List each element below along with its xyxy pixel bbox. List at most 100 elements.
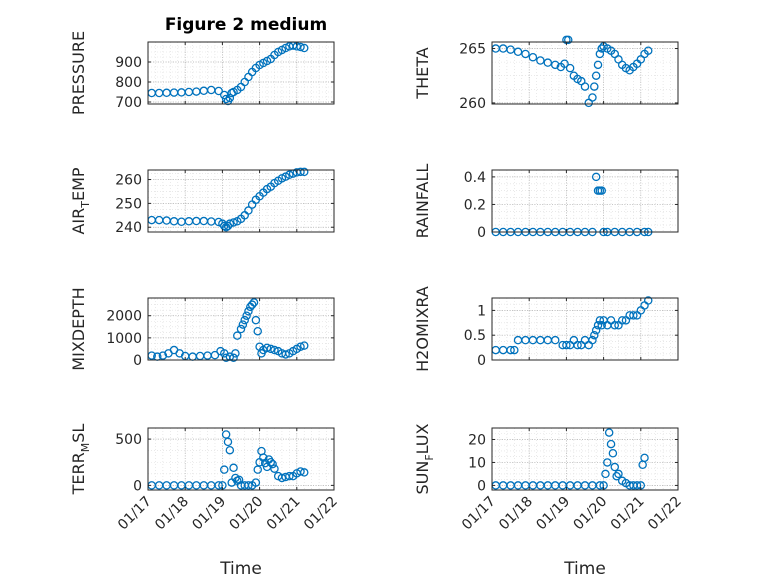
pressure-point — [221, 94, 231, 104]
mixdepth-ylabel: MIXDEPTH — [69, 287, 88, 370]
pressure-plot-area — [148, 42, 334, 104]
rainfall-axes: 0 0.2 0.4 RAINFALL — [413, 164, 679, 241]
mixdepth-ylabel-main: MIXDEPTH — [69, 287, 88, 370]
sun_flux-ylabel-tail: LUX — [413, 423, 432, 454]
mixdepth-point — [231, 349, 240, 358]
terr_msl-xtick-label: 01/17 — [115, 494, 155, 534]
theta-point — [550, 60, 560, 70]
air_temp-ytick-label: 260 — [115, 173, 142, 189]
air_temp-point — [244, 206, 253, 215]
pressure-ytick-label: 700 — [115, 95, 142, 111]
terr_msl-point — [214, 481, 223, 490]
mixdepth-ytick-label: 0 — [133, 353, 142, 369]
air_temp-point — [225, 219, 235, 228]
terr_msl-point — [259, 453, 268, 462]
sun_flux-point — [603, 458, 612, 467]
theta-point — [565, 63, 575, 73]
sun_flux-point — [601, 469, 610, 479]
mixdepth-axes-box — [147, 297, 335, 361]
mixdepth-point — [229, 353, 238, 363]
terr_msl-point — [266, 457, 276, 467]
sun_flux-xtick-label: 01/17 — [459, 494, 499, 534]
sun_flux-point — [608, 449, 618, 458]
terr_msl-ylabel-main: TERR — [69, 452, 88, 495]
theta-point — [643, 46, 653, 55]
terr_msl-point — [285, 471, 294, 481]
theta-ylabel: THETA — [413, 47, 432, 99]
terr_msl-point — [220, 465, 229, 474]
theta-point — [595, 49, 605, 59]
air_temp-axes: 240 250 260 AIRTEMP — [69, 167, 335, 236]
theta-point — [564, 35, 573, 45]
h2omixra-point — [550, 335, 560, 345]
rainfall-ytick-label: 0 — [477, 225, 486, 241]
terr_msl-axes-box — [147, 427, 335, 491]
terr_msl-xtick-label: 01/21 — [264, 494, 304, 534]
pressure-ylabel-main: PRESSURE — [69, 31, 88, 115]
mixdepth-plot-area — [148, 298, 334, 360]
sun_flux-ylabel-main: SUN — [413, 461, 432, 495]
h2omixra-ytick-label: 0 — [477, 353, 486, 369]
pressure-ylabel: PRESSURE — [69, 31, 88, 115]
h2omixra-point — [610, 321, 620, 330]
theta-point — [593, 60, 603, 70]
mixdepth-point — [270, 345, 279, 355]
theta-ytick-label: 260 — [459, 96, 486, 112]
terr_msl-ylabel: TERRMSL — [69, 424, 92, 496]
terr_msl-point — [270, 464, 279, 473]
theta-point — [597, 44, 606, 53]
h2omixra-axes: 0 0.5 1 H2OMIXRA — [413, 286, 679, 372]
h2omixra-ytick-label: 1 — [477, 303, 486, 319]
theta-point — [528, 52, 538, 62]
sun_flux-ytick-label: 10 — [468, 455, 486, 471]
mixdepth-point — [251, 315, 261, 325]
h2omixra-point — [617, 316, 627, 325]
terr_msl-ytick-label: 500 — [115, 432, 142, 448]
pressure-axes-box — [147, 41, 335, 105]
h2omixra-point — [629, 311, 638, 320]
sun_flux-point — [595, 481, 605, 490]
terr_msl-point — [225, 445, 235, 455]
terr_msl-xtick-label: 01/20 — [227, 494, 267, 534]
h2omixra-point — [595, 316, 605, 325]
air_temp-axes-box — [147, 169, 335, 233]
figure-title: Figure 2 medium — [165, 15, 327, 35]
pressure-ytick-label: 900 — [115, 55, 142, 71]
theta-ylabel-main: THETA — [413, 47, 432, 99]
air_temp-point — [229, 218, 238, 227]
h2omixra-ylabel: H2OMIXRA — [413, 286, 432, 372]
mixdepth-point — [244, 307, 253, 316]
rainfall-point — [591, 172, 601, 182]
rainfall-axes-box — [491, 169, 679, 233]
rainfall-ytick-label: 0.2 — [464, 197, 486, 213]
terr_msl-xlabel: Time — [219, 559, 262, 579]
mixdepth-point — [266, 344, 276, 354]
air_temp-ylabel-main: AIR — [69, 208, 88, 235]
theta-point — [580, 82, 590, 91]
mixdepth-point — [236, 324, 246, 334]
terr_msl-point — [229, 463, 238, 473]
theta-point — [536, 56, 545, 65]
pressure-point — [225, 93, 235, 103]
pressure-point — [299, 43, 309, 53]
mixdepth-point — [242, 311, 251, 320]
theta-ytick-label: 265 — [459, 42, 486, 58]
theta-point — [513, 47, 523, 57]
mixdepth-point — [240, 315, 249, 325]
terr_msl-point — [296, 467, 305, 476]
sun_flux-axes-box — [491, 427, 679, 491]
sun_flux-ytick-label: 0 — [477, 478, 486, 494]
sun_flux-xtick-label: 01/20 — [571, 494, 611, 534]
sun_flux-xtick-label: 01/18 — [496, 494, 536, 534]
h2omixra-point — [590, 330, 599, 340]
air_temp-ytick-label: 250 — [115, 196, 142, 212]
sun_flux-ylabel: SUNFLUX — [413, 423, 436, 494]
sun_flux-xtick-label: 01/19 — [533, 494, 573, 534]
sun_flux-point — [614, 469, 623, 479]
air_temp-point — [299, 167, 309, 177]
h2omixra-ytick-label: 0.5 — [464, 328, 486, 344]
mixdepth-point — [238, 320, 248, 329]
pressure-ytick-label: 800 — [115, 75, 142, 91]
rainfall-point — [597, 186, 606, 195]
